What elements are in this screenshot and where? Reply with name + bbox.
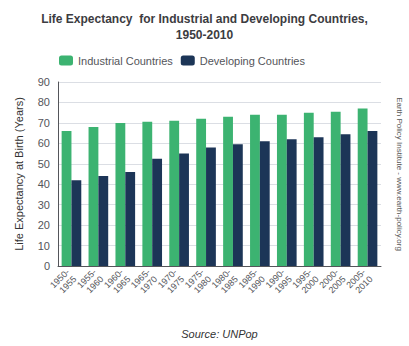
svg-text:70: 70 [38,117,50,129]
svg-text:90: 90 [38,76,50,88]
svg-text:2000: 2000 [299,274,321,296]
svg-text:2005: 2005 [326,274,348,296]
svg-text:2000-: 2000- [317,266,341,291]
svg-text:1950-2010: 1950-2010 [176,28,234,42]
svg-text:0: 0 [44,260,50,272]
svg-text:10: 10 [38,240,50,252]
svg-text:Industrial Countries: Industrial Countries [78,55,173,67]
svg-text:30: 30 [38,199,50,211]
svg-text:1985-: 1985- [236,266,260,291]
svg-text:1990: 1990 [245,274,267,296]
svg-text:Earth Policy Institute - www.e: Earth Policy Institute - www.earth-polic… [395,97,404,251]
svg-text:Life Expectancy at Birth (Year: Life Expectancy at Birth (Years) [13,97,25,251]
svg-text:60: 60 [38,137,50,149]
svg-text:80: 80 [38,96,50,108]
svg-text:1965-: 1965- [128,266,153,291]
svg-text:Source: UNPop: Source: UNPop [181,328,257,340]
svg-text:1970-: 1970- [155,266,180,291]
svg-text:2005-: 2005- [344,266,368,291]
svg-text:1975: 1975 [165,274,187,296]
svg-text:1980-: 1980- [209,266,233,291]
svg-text:20: 20 [38,219,50,231]
svg-text:Life Expectancy for Industria: Life Expectancy for Industrial and Devel… [41,12,368,26]
svg-text:1980: 1980 [191,274,214,296]
svg-text:1990-: 1990- [263,266,287,291]
svg-text:1995: 1995 [272,274,294,296]
svg-text:1975-: 1975- [182,266,206,291]
svg-text:40: 40 [38,178,50,190]
svg-text:1965: 1965 [111,274,133,296]
svg-text:1960-: 1960- [102,266,126,291]
svg-text:1970: 1970 [138,274,160,296]
svg-text:1950-: 1950- [48,266,72,291]
svg-text:1985: 1985 [218,274,240,296]
svg-text:1955-: 1955- [75,266,99,291]
svg-text:2010: 2010 [353,274,374,295]
svg-text:1955: 1955 [57,274,79,296]
svg-text:Developing Countries: Developing Countries [200,55,306,67]
svg-text:1960: 1960 [84,274,106,296]
svg-text:50: 50 [38,158,50,170]
svg-text:1995-: 1995- [290,266,314,291]
